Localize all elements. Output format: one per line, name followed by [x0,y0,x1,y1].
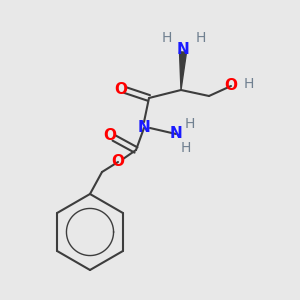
Text: H: H [162,31,172,45]
Text: H: H [181,141,191,155]
Text: O: O [224,79,238,94]
Text: H: H [185,117,195,131]
Polygon shape [179,52,187,90]
Text: N: N [169,127,182,142]
Text: N: N [138,121,150,136]
Text: O: O [112,154,124,169]
Text: H: H [244,77,254,91]
Text: N: N [177,41,189,56]
Text: H: H [196,31,206,45]
Text: O: O [103,128,116,143]
Text: O: O [115,82,128,97]
